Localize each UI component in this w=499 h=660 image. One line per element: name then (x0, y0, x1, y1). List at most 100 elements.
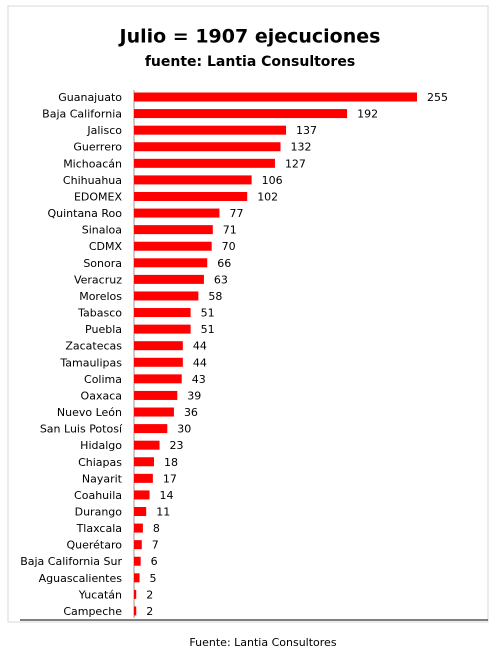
category-label: Veracruz (74, 273, 122, 286)
value-label: 77 (229, 207, 243, 220)
value-label: 39 (187, 389, 201, 402)
category-label: San Luis Potosí (40, 423, 123, 436)
category-label: Tlaxcala (76, 522, 122, 535)
bar (134, 341, 183, 351)
bar (134, 109, 348, 119)
value-label: 2 (146, 588, 153, 601)
value-label: 51 (201, 323, 215, 336)
category-label: Zacatecas (65, 340, 122, 353)
bar (134, 589, 137, 599)
value-label: 51 (201, 307, 215, 320)
bar (134, 556, 141, 566)
bar (134, 142, 281, 152)
bar (134, 457, 154, 467)
value-label: 8 (153, 522, 160, 535)
category-label: Durango (75, 506, 123, 519)
value-label: 137 (296, 124, 317, 137)
category-label: Aguascalientes (39, 572, 123, 585)
bar (134, 274, 204, 284)
value-label: 70 (222, 240, 236, 253)
bar (134, 158, 275, 168)
bar (134, 241, 212, 251)
category-label: Sonora (83, 257, 122, 270)
value-label: 192 (357, 108, 378, 121)
bar (134, 424, 168, 434)
category-label: Morelos (79, 290, 122, 303)
bar (134, 125, 287, 135)
category-label: Oaxaca (81, 389, 122, 402)
value-label: 102 (257, 190, 278, 203)
category-label: Chihuahua (63, 174, 122, 187)
category-label: Michoacán (63, 157, 122, 170)
category-label: Jalisco (86, 124, 122, 137)
category-label: Coahuila (74, 489, 122, 502)
value-label: 132 (290, 141, 311, 154)
value-label: 106 (262, 174, 283, 187)
category-label: Campeche (63, 605, 122, 618)
bar (134, 490, 150, 500)
value-label: 66 (217, 257, 231, 270)
chart-frame (7, 5, 489, 623)
value-label: 44 (193, 340, 207, 353)
bar (134, 175, 252, 185)
value-label: 44 (193, 356, 207, 369)
source-note: Fuente: Lantia Consultores (189, 636, 336, 649)
bar (134, 507, 147, 516)
bar (134, 208, 220, 218)
category-label: Quintana Roo (47, 207, 122, 220)
value-label: 43 (192, 373, 206, 386)
bar (134, 440, 160, 450)
bar (134, 225, 213, 235)
category-label: Tamaulipas (59, 356, 122, 369)
category-label: Querétaro (66, 539, 122, 552)
value-label: 71 (223, 224, 237, 237)
value-label: 23 (170, 439, 184, 452)
category-label: CDMX (89, 240, 123, 253)
bar (134, 540, 142, 550)
value-label: 11 (156, 506, 170, 519)
value-label: 14 (160, 489, 174, 502)
value-label: 63 (214, 273, 228, 286)
value-label: 255 (427, 91, 448, 104)
category-label: Baja California (42, 108, 122, 121)
value-label: 36 (184, 406, 198, 419)
bar (134, 374, 182, 384)
bar (134, 523, 143, 533)
value-label: 58 (208, 290, 222, 303)
bar (134, 291, 199, 301)
value-label: 127 (285, 157, 306, 170)
bar (134, 324, 191, 334)
value-label: 30 (177, 423, 191, 436)
bar (134, 390, 178, 400)
value-label: 18 (164, 456, 178, 469)
value-label: 17 (163, 472, 177, 485)
bar (134, 407, 174, 417)
category-label: Nayarit (82, 472, 123, 485)
bar (134, 573, 140, 583)
category-label: Chiapas (78, 456, 122, 469)
bar (134, 92, 417, 102)
bar (134, 191, 248, 201)
value-label: 5 (150, 572, 157, 585)
bar (134, 308, 191, 318)
category-label: Colima (84, 373, 122, 386)
value-label: 6 (151, 555, 158, 568)
category-label: Sinaloa (82, 224, 122, 237)
category-label: Yucatán (78, 588, 122, 601)
category-label: Guanajuato (58, 91, 122, 104)
bar (134, 258, 208, 268)
bar (134, 357, 183, 367)
category-label: Tabasco (77, 307, 122, 320)
bar (134, 606, 137, 616)
value-label: 2 (146, 605, 153, 618)
category-label: Baja California Sur (20, 555, 122, 568)
chart-subtitle: fuente: Lantia Consultores (145, 54, 355, 70)
category-label: Nuevo León (57, 406, 122, 419)
value-label: 7 (152, 539, 159, 552)
category-label: Puebla (85, 323, 122, 336)
category-label: Hidalgo (80, 439, 122, 452)
bar (134, 473, 153, 483)
category-label: Guerrero (73, 141, 122, 154)
chart-title: Julio = 1907 ejecuciones (118, 26, 381, 48)
